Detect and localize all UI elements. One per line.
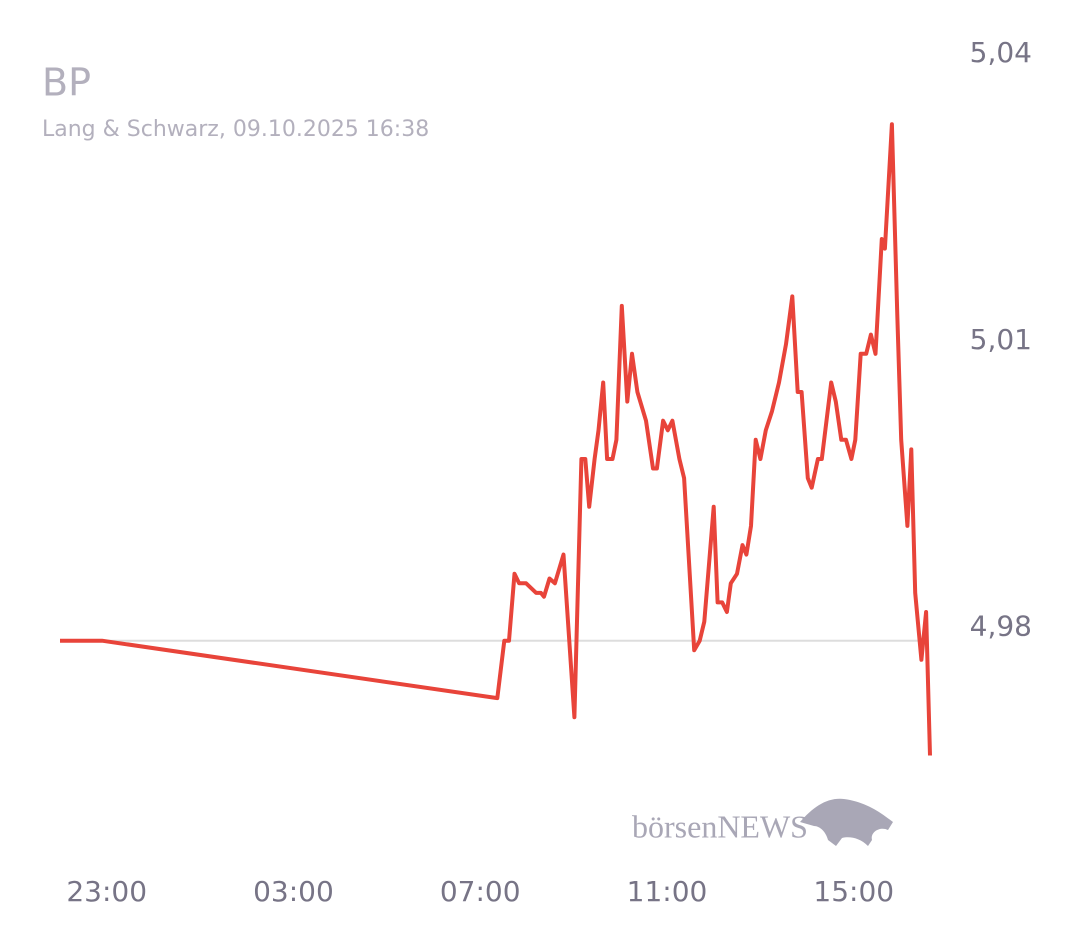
y-tick-label: 4,98 [970, 610, 1032, 643]
x-tick-label: 07:00 [440, 875, 521, 908]
x-tick-label: 11:00 [627, 875, 708, 908]
watermark-text: börsenNEWS [632, 808, 808, 844]
watermark: börsenNEWS [632, 798, 893, 846]
chart-subtitle: Lang & Schwarz, 09.10.2025 16:38 [42, 117, 429, 142]
watermark-bull [800, 798, 893, 846]
x-tick-label: 23:00 [66, 875, 147, 908]
x-tick-label: 15:00 [813, 875, 894, 908]
y-tick-label: 5,04 [970, 36, 1032, 69]
y-tick-label: 5,01 [970, 323, 1032, 356]
chart-title: BP [42, 61, 91, 105]
x-tick-label: 03:00 [253, 875, 334, 908]
price-line [60, 122, 932, 756]
